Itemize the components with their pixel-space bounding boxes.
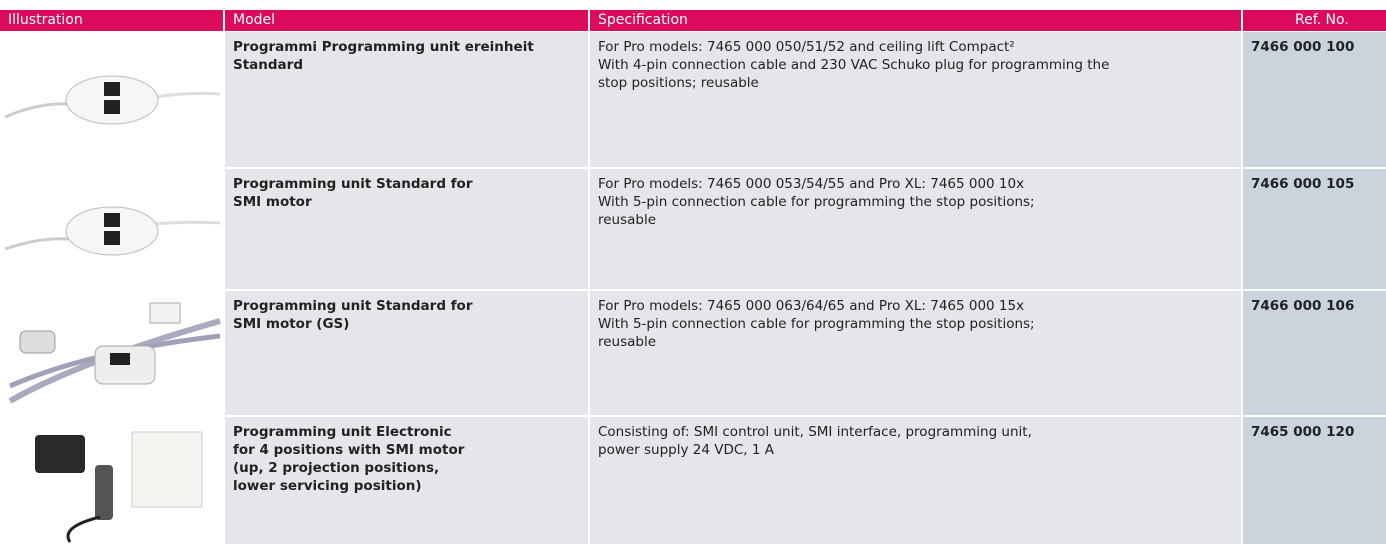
specification-cell: For Pro models: 7465 000 063/64/65 and P… xyxy=(590,291,1241,415)
text-line: For Pro models: 7465 000 053/54/55 and P… xyxy=(598,176,1025,192)
model-cell: Programming unit Standard for SMI motor (… xyxy=(225,291,588,415)
illustration-cell xyxy=(0,417,223,544)
text-line: Standard xyxy=(233,57,303,73)
text-line: reusable xyxy=(598,334,657,350)
illustration-cell xyxy=(0,169,223,289)
text-line: lower servicing position) xyxy=(233,478,422,494)
text-line: Programming unit Electronic xyxy=(233,424,452,440)
text-line: Programming unit Standard for xyxy=(233,176,473,192)
product-illustration xyxy=(8,302,221,404)
ref-no-cell: 7466 000 100 xyxy=(1243,32,1386,167)
product-illustration xyxy=(35,431,203,543)
table-row: Programming unit Electronic for 4 positio… xyxy=(0,417,1386,544)
text-line: power supply 24 VDC, 1 A xyxy=(598,442,775,458)
specification-cell: For Pro models: 7465 000 053/54/55 and P… xyxy=(590,169,1241,289)
text-line: for 4 positions with SMI motor xyxy=(233,442,465,458)
text-line: stop positions; reusable xyxy=(598,75,759,91)
model-cell: Programming unit Electronic for 4 positio… xyxy=(225,417,588,544)
ref-no-cell: 7465 000 120 xyxy=(1243,417,1386,544)
text-line: reusable xyxy=(598,212,657,228)
table-row: Programming unit Standard for SMI motor Fo… xyxy=(0,169,1386,289)
product-illustration xyxy=(4,75,221,125)
product-illustration xyxy=(4,206,221,256)
model-cell: Programming unit Standard for SMI motor xyxy=(225,169,588,289)
header-cell: Specification xyxy=(590,10,1241,31)
text-line: With 5-pin connection cable for programm… xyxy=(598,194,1035,210)
header-cell: Ref. No. xyxy=(1243,10,1386,31)
text-line: With 5-pin connection cable for programm… xyxy=(598,316,1035,332)
illustration-cell xyxy=(0,32,223,167)
text-line: SMI motor xyxy=(233,194,312,210)
text-line: Consisting of: SMI control unit, SMI int… xyxy=(598,424,1032,440)
text-line: With 4-pin connection cable and 230 VAC … xyxy=(598,57,1110,73)
header-cell: Model xyxy=(225,10,588,31)
specification-cell: Consisting of: SMI control unit, SMI int… xyxy=(590,417,1241,544)
text-line: Programming unit Standard for xyxy=(233,298,473,314)
specification-cell: For Pro models: 7465 000 050/51/52 and c… xyxy=(590,32,1241,167)
text-line: For Pro models: 7465 000 050/51/52 and c… xyxy=(598,39,1015,55)
ref-no-cell: 7466 000 106 xyxy=(1243,291,1386,415)
text-line: Programmi Programming unit ereinheit xyxy=(233,39,534,55)
ref-no-cell: 7466 000 105 xyxy=(1243,169,1386,289)
table-row: Programming unit Standard for SMI motor (… xyxy=(0,291,1386,415)
text-line: (up, 2 projection positions, xyxy=(233,460,440,476)
text-line: For Pro models: 7465 000 063/64/65 and P… xyxy=(598,298,1025,314)
model-cell: Programmi Programming unit ereinheit Stan… xyxy=(225,32,588,167)
table-row: Programmi Programming unit ereinheit Stan… xyxy=(0,32,1386,167)
text-line: SMI motor (GS) xyxy=(233,316,350,332)
header-cell: Illustration xyxy=(0,10,223,31)
illustration-cell xyxy=(0,291,223,415)
